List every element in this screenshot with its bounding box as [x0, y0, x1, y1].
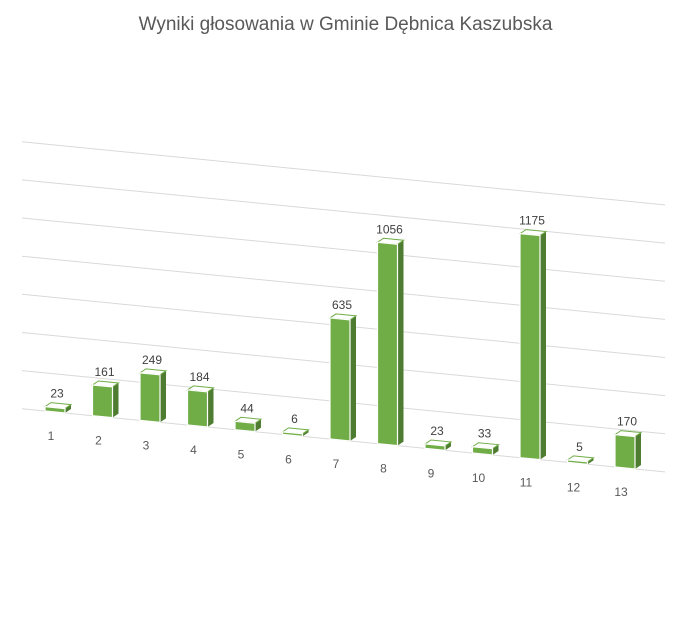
- data-label-3: 249: [142, 353, 162, 367]
- bar-side: [350, 315, 356, 441]
- bar-1: [43, 402, 73, 414]
- data-label-7: 635: [332, 298, 352, 312]
- x-tick-10: 10: [472, 471, 486, 485]
- bar-front: [614, 433, 636, 470]
- bar-front: [44, 405, 66, 414]
- bar-side: [112, 382, 119, 418]
- gridline: [21, 217, 666, 282]
- bar-side: [397, 240, 404, 446]
- x-tick-9: 9: [428, 466, 435, 480]
- x-tick-13: 13: [614, 485, 628, 499]
- bar-8: [376, 237, 405, 447]
- x-tick-2: 2: [95, 434, 102, 448]
- x-tick-8: 8: [380, 462, 387, 476]
- bar-10: [471, 442, 500, 456]
- gridline: [21, 141, 666, 206]
- x-tick-4: 4: [190, 443, 197, 457]
- bar-13: [613, 430, 643, 470]
- bar-side: [65, 404, 71, 413]
- data-label-8: 1056: [376, 222, 403, 236]
- bar-4: [186, 385, 215, 428]
- x-tick-labels: 1 2 3 4 5 6 7 8 9 10 11 12 13: [48, 429, 628, 499]
- data-label-6: 6: [291, 412, 298, 426]
- data-label-1: 23: [50, 387, 64, 401]
- x-tick-3: 3: [143, 438, 150, 452]
- data-label-11: 1175: [519, 214, 545, 228]
- data-label-2: 161: [94, 365, 114, 379]
- bar-side: [207, 387, 214, 427]
- bar-front: [471, 446, 494, 456]
- bar-front: [91, 384, 114, 419]
- bar-front: [234, 420, 256, 433]
- bar-11: [518, 229, 548, 461]
- bar-front: [424, 443, 446, 451]
- chart-title: Wyniki głosowania w Gminie Dębnica Kaszu…: [138, 14, 553, 35]
- bar-2: [91, 380, 120, 419]
- bar-front: [139, 372, 161, 423]
- x-tick-6: 6: [285, 452, 292, 466]
- gridline: [21, 255, 666, 320]
- bar-9: [423, 439, 453, 451]
- x-tick-1: 1: [48, 429, 55, 443]
- bar-side: [635, 432, 641, 469]
- bar-side: [445, 441, 451, 451]
- bar-side: [492, 444, 499, 455]
- bar-3: [138, 368, 168, 423]
- bar-side: [302, 429, 309, 437]
- x-tick-12: 12: [567, 480, 581, 494]
- bar-front: [566, 459, 589, 465]
- bar-7: [328, 313, 358, 442]
- x-tick-11: 11: [520, 476, 533, 490]
- bar-front: [281, 431, 304, 437]
- data-label-4: 184: [189, 370, 209, 384]
- data-label-10: 33: [478, 427, 492, 441]
- bar-front: [519, 232, 541, 461]
- x-tick-5: 5: [238, 448, 245, 462]
- bar-side: [587, 457, 594, 465]
- bar-side: [540, 231, 546, 460]
- bar-6: [281, 427, 310, 437]
- bar-front: [186, 389, 209, 428]
- bars: [43, 229, 643, 470]
- data-label-5: 44: [240, 401, 254, 415]
- data-label-12: 5: [576, 440, 583, 454]
- bar-side: [160, 370, 166, 423]
- bar-front: [376, 241, 399, 447]
- bar-5: [233, 416, 263, 433]
- data-label-13: 170: [617, 415, 637, 429]
- x-tick-7: 7: [333, 457, 340, 471]
- gridline: [21, 179, 666, 244]
- data-label-9: 23: [430, 424, 444, 438]
- bar-front: [329, 317, 351, 442]
- bar-12: [566, 455, 595, 465]
